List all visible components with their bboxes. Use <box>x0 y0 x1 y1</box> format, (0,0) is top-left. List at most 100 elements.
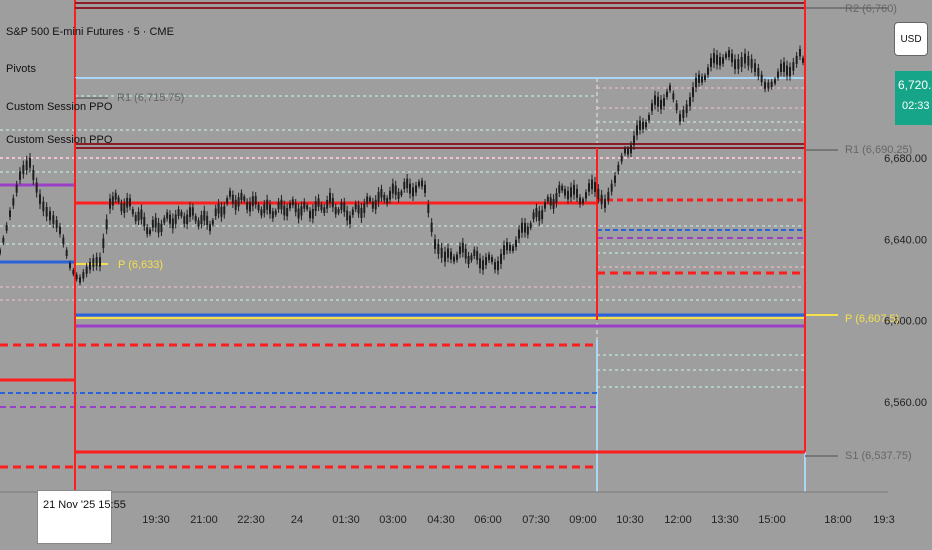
candle-body <box>529 223 532 228</box>
candle-body <box>334 207 337 215</box>
candle-body <box>459 246 461 255</box>
bar-countdown: 02:33 <box>902 100 930 112</box>
pivot-label: R1 (6,690.25) <box>845 144 912 156</box>
candle-body <box>22 165 25 175</box>
candle-body <box>685 104 688 114</box>
candle-body <box>79 277 81 283</box>
candle-body <box>707 67 709 75</box>
candle-body <box>105 219 108 230</box>
crosshair-time-label: 21 Nov '25 15:55 <box>37 490 126 544</box>
candle-body <box>174 214 177 224</box>
indicator-custom-session-ppo-2[interactable]: Custom Session PPO <box>6 134 113 146</box>
candle-body <box>391 183 394 194</box>
x-tick-label: 09:00 <box>569 514 597 526</box>
candle-body <box>189 207 191 218</box>
candle-body <box>561 185 564 191</box>
x-tick-label: 10:30 <box>616 514 644 526</box>
candle-body <box>722 57 724 64</box>
candle-body <box>389 190 391 200</box>
candle-body <box>774 79 776 84</box>
x-tick-label: 04:30 <box>427 514 455 526</box>
candle-body <box>2 237 5 243</box>
candle-body <box>604 198 606 208</box>
candle-body <box>473 249 476 256</box>
currency-button[interactable]: USD <box>894 22 928 56</box>
candle-body <box>648 115 650 121</box>
candle-body <box>377 192 380 202</box>
candle-body <box>166 212 169 219</box>
indicator-custom-session-ppo-1[interactable]: Custom Session PPO <box>6 101 113 113</box>
candle-body <box>750 58 753 69</box>
candle-body <box>770 81 773 87</box>
pivot-label: R2 (6,760) <box>845 3 897 15</box>
candle-body <box>363 203 366 213</box>
candle-body <box>217 203 220 214</box>
candle-body <box>476 251 479 261</box>
candle-body <box>488 254 490 261</box>
candle-body <box>491 257 493 262</box>
candle-body <box>306 205 309 210</box>
candle-body <box>630 145 632 154</box>
candle-body <box>42 201 45 212</box>
candle-body <box>614 175 616 183</box>
candle-body <box>430 222 433 232</box>
candle-body <box>92 258 95 267</box>
candle-body <box>754 63 756 72</box>
candle-body <box>243 196 246 201</box>
candle-body <box>234 199 237 210</box>
candle-body <box>701 76 703 83</box>
candle-body <box>627 148 629 155</box>
candle-body <box>9 210 11 217</box>
candle-body <box>573 184 575 195</box>
candle-body <box>226 198 229 204</box>
x-tick-label: 07:30 <box>522 514 550 526</box>
x-tick-label: 06:00 <box>474 514 502 526</box>
indicator-pivots[interactable]: Pivots <box>6 63 36 75</box>
candle-body <box>266 199 269 210</box>
candle-body <box>740 57 743 68</box>
candle-body <box>704 75 706 80</box>
candle-body <box>503 245 505 255</box>
candle-body <box>412 187 414 197</box>
candle-body <box>467 255 470 265</box>
candle-body <box>744 53 746 64</box>
candle-body <box>134 215 137 222</box>
candle-body <box>206 215 209 226</box>
candle-body <box>591 179 593 190</box>
candle-body <box>663 98 665 106</box>
pivot-label: P (6,607.5) <box>845 313 899 325</box>
candle-body <box>131 209 134 215</box>
pivot-label: R1 (6,715.75) <box>117 92 184 104</box>
candle-body <box>524 222 526 233</box>
candle-body <box>698 74 700 83</box>
candle-body <box>0 249 1 254</box>
candle-body <box>485 257 487 266</box>
candle-body <box>447 248 449 258</box>
candle-body <box>157 222 160 233</box>
candle-body <box>582 199 584 204</box>
candle-body <box>757 68 760 77</box>
candle-body <box>380 188 383 198</box>
candle-body <box>186 214 189 225</box>
candle-body <box>450 251 452 260</box>
candle-body <box>320 204 323 211</box>
candle-body <box>340 202 343 210</box>
candle-body <box>237 197 240 207</box>
candle-body <box>146 227 149 235</box>
candle-body <box>314 201 317 212</box>
candle-body <box>32 170 35 180</box>
candle-body <box>246 202 249 210</box>
candle-body <box>65 250 68 256</box>
candle-body <box>558 185 561 194</box>
candle-body <box>260 209 263 216</box>
candle-body <box>546 196 549 202</box>
candle-body <box>418 181 420 187</box>
candle-body <box>137 211 140 221</box>
candle-body <box>728 50 730 58</box>
candle-body <box>214 208 217 217</box>
candle-body <box>783 62 785 72</box>
candle-body <box>799 49 801 57</box>
y-tick-label: 6,640.00 <box>884 234 927 246</box>
candle-body <box>518 229 520 239</box>
